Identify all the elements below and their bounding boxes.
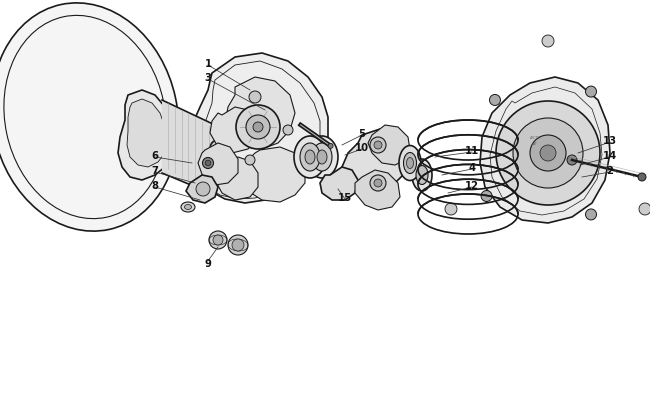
Circle shape xyxy=(567,156,577,166)
Ellipse shape xyxy=(399,146,421,181)
Ellipse shape xyxy=(406,158,413,169)
Ellipse shape xyxy=(412,160,432,192)
Circle shape xyxy=(203,158,213,169)
Circle shape xyxy=(228,235,248,256)
Circle shape xyxy=(496,102,600,205)
Ellipse shape xyxy=(208,142,222,179)
Ellipse shape xyxy=(317,151,327,164)
Circle shape xyxy=(586,87,597,98)
Polygon shape xyxy=(210,108,258,153)
Circle shape xyxy=(328,144,333,149)
Circle shape xyxy=(253,123,263,133)
Ellipse shape xyxy=(305,151,315,164)
Text: 2: 2 xyxy=(606,166,614,175)
Text: 5: 5 xyxy=(359,129,365,139)
Ellipse shape xyxy=(181,202,195,213)
Circle shape xyxy=(513,119,583,189)
Circle shape xyxy=(638,174,646,181)
Ellipse shape xyxy=(312,144,332,172)
Circle shape xyxy=(370,175,386,192)
Polygon shape xyxy=(480,78,610,224)
Circle shape xyxy=(481,191,492,202)
Ellipse shape xyxy=(0,4,179,232)
Text: 10: 10 xyxy=(355,143,369,153)
Polygon shape xyxy=(188,54,328,203)
Polygon shape xyxy=(225,78,295,149)
Polygon shape xyxy=(355,171,400,211)
Text: 13: 13 xyxy=(603,136,617,146)
Text: 9: 9 xyxy=(205,258,211,269)
Polygon shape xyxy=(127,100,168,168)
Polygon shape xyxy=(215,158,258,200)
Polygon shape xyxy=(198,144,238,185)
Circle shape xyxy=(370,138,386,153)
Polygon shape xyxy=(186,175,218,203)
Circle shape xyxy=(530,136,566,172)
Circle shape xyxy=(236,106,280,149)
Circle shape xyxy=(374,142,382,149)
Circle shape xyxy=(249,92,261,104)
Text: 12: 12 xyxy=(465,181,479,190)
Circle shape xyxy=(542,36,554,48)
Text: 7: 7 xyxy=(151,166,159,175)
Circle shape xyxy=(586,209,597,220)
Circle shape xyxy=(209,231,227,249)
Circle shape xyxy=(213,235,223,245)
Polygon shape xyxy=(320,168,358,200)
Polygon shape xyxy=(342,130,408,194)
Circle shape xyxy=(245,156,255,166)
Text: 11: 11 xyxy=(465,146,479,156)
Text: 8: 8 xyxy=(151,181,159,190)
Text: 15: 15 xyxy=(338,192,352,202)
Circle shape xyxy=(489,95,500,106)
Circle shape xyxy=(374,179,382,188)
Circle shape xyxy=(232,239,244,252)
Text: 3: 3 xyxy=(205,73,211,83)
Text: ARCTIC: ARCTIC xyxy=(530,136,541,140)
Polygon shape xyxy=(368,126,410,166)
Ellipse shape xyxy=(404,153,417,174)
Circle shape xyxy=(445,203,457,215)
Circle shape xyxy=(639,203,650,215)
Text: CAT: CAT xyxy=(532,142,538,146)
Circle shape xyxy=(246,116,270,140)
Circle shape xyxy=(205,161,211,166)
Ellipse shape xyxy=(300,144,320,172)
Circle shape xyxy=(540,146,556,162)
Text: 6: 6 xyxy=(151,151,159,161)
Polygon shape xyxy=(118,91,175,181)
Ellipse shape xyxy=(185,205,192,210)
Circle shape xyxy=(283,126,293,136)
Ellipse shape xyxy=(294,136,326,179)
Text: 1: 1 xyxy=(205,59,211,69)
Polygon shape xyxy=(162,101,215,196)
Text: 14: 14 xyxy=(603,151,617,161)
Text: 4: 4 xyxy=(469,162,476,173)
Polygon shape xyxy=(298,124,332,148)
Polygon shape xyxy=(242,148,305,202)
Ellipse shape xyxy=(306,136,338,179)
Ellipse shape xyxy=(416,166,428,185)
Circle shape xyxy=(196,183,210,196)
